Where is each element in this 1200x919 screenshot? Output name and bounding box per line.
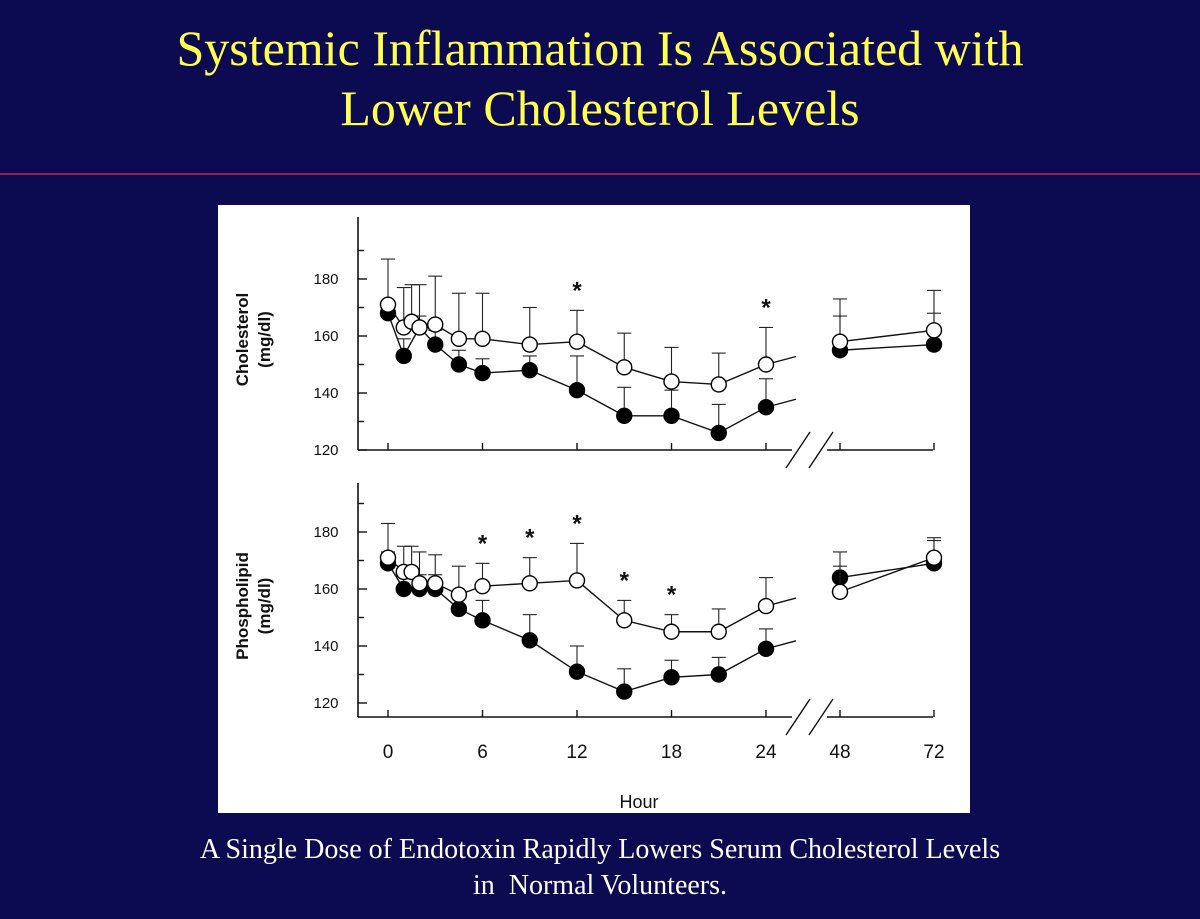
cholesterol-open-point xyxy=(757,356,775,373)
x-tick-label: 24 xyxy=(755,742,777,763)
cholesterol-open-point xyxy=(521,336,538,353)
cholesterol-y-axis-label-line: Cholesterol xyxy=(233,293,252,387)
cholesterol-open-point xyxy=(379,296,397,313)
phospholipid-filled-series-line xyxy=(387,562,797,693)
slide-title-line-2: Lower Cholesterol Levels xyxy=(340,80,860,136)
cholesterol-y-tick-label: 160 xyxy=(313,328,338,345)
phospholipid-open-point xyxy=(427,575,444,592)
phospholipid-open-point xyxy=(710,623,727,640)
cholesterol-significance-marker: * xyxy=(761,294,771,321)
cholesterol-y-tick-label: 120 xyxy=(313,442,338,459)
cholesterol-filled-series-line xyxy=(387,312,797,434)
figure-panel: 120 140 160 180 Cholesterol (mg/dl) * * 120 140 16… xyxy=(218,205,970,813)
cholesterol-open-point xyxy=(427,316,444,333)
phospholipid-significance-marker: * xyxy=(572,510,582,537)
cholesterol-open-point xyxy=(663,373,680,390)
phospholipid-open-point xyxy=(450,586,468,603)
x-tick-label: 18 xyxy=(661,742,682,763)
phospholipid-open-point xyxy=(379,549,397,566)
cholesterol-open-point xyxy=(568,333,586,350)
phospholipid-open-series-line-late xyxy=(839,556,935,593)
cholesterol-filled-point xyxy=(568,381,586,399)
x-tick-label: 6 xyxy=(477,742,488,763)
cholesterol-y-axis-label-line: (mg/dl) xyxy=(255,311,274,368)
x-tick-label: 72 xyxy=(923,742,944,763)
phospholipid-axis-break xyxy=(785,698,811,736)
title-divider xyxy=(0,173,1200,175)
cholesterol-filled-point xyxy=(757,399,775,416)
phospholipid-open-point xyxy=(521,575,538,592)
phospholipid-y-tick-label: 140 xyxy=(313,638,338,655)
cholesterol-filled-series-line-late xyxy=(839,343,935,351)
phospholipid-filled-point xyxy=(568,663,586,680)
cholesterol-axis-break xyxy=(808,431,834,469)
phospholipid-significance-marker: * xyxy=(478,530,488,557)
cholesterol-open-point xyxy=(831,333,849,350)
cholesterol-open-point xyxy=(616,359,633,376)
phospholipid-filled-series-line-late xyxy=(839,562,935,579)
cholesterol-filled-point xyxy=(450,356,468,373)
x-tick-label: 0 xyxy=(383,742,394,763)
phospholipid-open-point xyxy=(403,563,420,581)
phospholipid-open-point xyxy=(474,577,491,595)
phospholipid-open-point xyxy=(616,612,633,629)
cholesterol-filled-point xyxy=(925,336,943,353)
cholesterol-open-series-line xyxy=(387,304,797,386)
phospholipid-significance-marker: * xyxy=(620,567,630,594)
cholesterol-filled-point xyxy=(395,347,412,365)
phospholipid-filled-point xyxy=(710,666,727,683)
x-tick-label: 12 xyxy=(566,742,587,763)
phospholipid-filled-point xyxy=(616,683,633,700)
cholesterol-open-point xyxy=(411,319,428,336)
phospholipid-filled-point xyxy=(450,600,468,618)
cholesterol-filled-point xyxy=(616,407,633,425)
cholesterol-axis-break xyxy=(785,431,811,469)
slide-title-line-1: Systemic Inflammation Is Associated with xyxy=(176,20,1024,76)
cholesterol-y-axis-label: Cholesterol (mg/dl) xyxy=(233,293,274,387)
phospholipid-filled-point xyxy=(757,640,775,658)
cholesterol-open-series-line-late xyxy=(839,329,935,343)
phospholipid-open-series-line xyxy=(387,557,797,633)
x-tick-label: 48 xyxy=(829,742,850,763)
slide-caption: A Single Dose of Endotoxin Rapidly Lower… xyxy=(0,832,1200,904)
phospholipid-open-point xyxy=(568,572,586,589)
x-axis-label: Hour xyxy=(619,792,658,812)
phospholipid-filled-point xyxy=(395,580,412,598)
caption-line-2: in Normal Volunteers. xyxy=(472,870,728,901)
phospholipid-y-tick-label: 120 xyxy=(313,695,338,712)
phospholipid-open-point xyxy=(663,623,680,640)
caption-line-1: A Single Dose of Endotoxin Rapidly Lower… xyxy=(199,834,1001,865)
cholesterol-significance-marker: * xyxy=(572,277,582,304)
cholesterol-filled-point xyxy=(710,424,727,442)
phospholipid-y-axis-label-line: Phospholipid xyxy=(233,552,252,660)
phospholipid-open-point xyxy=(831,583,849,601)
phospholipid-open-point xyxy=(757,597,775,615)
cholesterol-filled-point xyxy=(427,336,444,353)
phospholipid-significance-marker: * xyxy=(525,525,535,552)
cholesterol-filled-point xyxy=(474,364,491,382)
cholesterol-open-point xyxy=(925,322,943,339)
phospholipid-filled-point xyxy=(521,632,538,649)
phospholipid-y-tick-label: 160 xyxy=(313,581,338,598)
cholesterol-y-tick-label: 180 xyxy=(313,271,338,288)
phospholipid-filled-point xyxy=(663,669,680,686)
phospholipid-y-axis-label: Phospholipid (mg/dl) xyxy=(233,552,274,660)
cholesterol-open-point xyxy=(474,330,491,348)
cholesterol-filled-point xyxy=(521,361,538,379)
cholesterol-open-point xyxy=(710,376,727,393)
cholesterol-open-point xyxy=(450,330,468,348)
phospholipid-open-point xyxy=(925,549,943,566)
phospholipid-significance-marker: * xyxy=(667,582,677,609)
cholesterol-filled-point xyxy=(663,407,680,425)
phospholipid-y-tick-label: 180 xyxy=(313,524,338,541)
phospholipid-filled-point xyxy=(474,612,491,629)
phospholipid-open-point xyxy=(411,575,428,592)
slide-title: Systemic Inflammation Is Associated with… xyxy=(0,18,1200,138)
cholesterol-y-tick-label: 140 xyxy=(313,385,338,402)
phospholipid-axis-break xyxy=(808,698,834,736)
phospholipid-y-axis-label-line: (mg/dl) xyxy=(255,578,274,635)
